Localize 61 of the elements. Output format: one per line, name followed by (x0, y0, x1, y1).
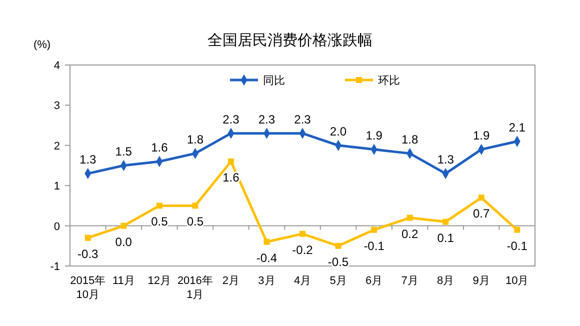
data-label: 0.1 (437, 230, 454, 245)
point (335, 242, 342, 249)
chart-title: 全国居民消费价格涨跌幅 (208, 32, 372, 49)
data-label: 0.2 (401, 226, 418, 241)
point (192, 202, 198, 209)
data-label: 1.6 (151, 140, 168, 154)
point (264, 238, 270, 245)
point (478, 194, 484, 201)
y-tick-label: 4 (54, 60, 60, 72)
x-tick-label: 4月 (294, 275, 312, 287)
data-label: 0.0 (115, 234, 132, 249)
x-tick-label: 2016年 1月 (177, 275, 213, 301)
data-label: 1.5 (115, 144, 132, 158)
data-label: 0.5 (151, 214, 168, 229)
data-label: 2.3 (222, 112, 240, 126)
point (120, 222, 127, 229)
data-label: -0.1 (506, 238, 528, 253)
data-label: 1.3 (437, 152, 454, 167)
data-label: -0.2 (292, 242, 314, 257)
point (406, 214, 413, 221)
data-label: 2.3 (258, 112, 276, 126)
data-label: 0.7 (473, 206, 490, 221)
x-tick-label: 5月 (330, 275, 347, 287)
data-label: 2.3 (294, 112, 312, 126)
data-label: 1.8 (401, 132, 418, 146)
y-tick-label: -1 (50, 261, 60, 273)
point (156, 202, 162, 209)
point (371, 226, 378, 233)
y-tick-label: 2 (54, 140, 60, 152)
x-tick-label: 3月 (258, 275, 276, 287)
point (300, 230, 306, 237)
point (228, 158, 234, 164)
x-tick-label: 7月 (401, 275, 418, 287)
x-tick-label: 8月 (437, 275, 454, 287)
legend-label: 环比 (378, 74, 400, 87)
data-label: -0.5 (328, 254, 349, 269)
data-label: 1.8 (186, 132, 204, 146)
data-label: -0.4 (256, 250, 278, 265)
x-tick-label: 10月 (505, 275, 529, 287)
x-tick-label: 12月 (148, 275, 172, 287)
x-tick-label: 2月 (222, 275, 240, 287)
x-tick-label: 11月 (112, 275, 135, 287)
y-tick-label: 3 (54, 100, 60, 112)
data-label: 2.1 (508, 120, 526, 134)
y-axis-title: (%) (33, 39, 51, 51)
x-tick-label: 6月 (365, 275, 383, 287)
x-tick-label: 9月 (472, 275, 490, 287)
y-tick-label: 0 (54, 220, 60, 233)
y-tick-label: 1 (54, 180, 60, 193)
x-tick-label: 2015年 10月 (70, 275, 106, 301)
data-label: -0.3 (78, 246, 99, 261)
legend-label: 同比 (263, 74, 285, 87)
point (514, 226, 520, 233)
data-label: 1.9 (366, 128, 383, 142)
data-label: -0.1 (364, 238, 385, 253)
data-label: 2.0 (330, 124, 347, 138)
point (84, 234, 91, 241)
point (442, 218, 449, 225)
data-label: 0.5 (186, 214, 204, 229)
data-label: 1.3 (80, 152, 97, 167)
data-label: 1.9 (473, 128, 490, 142)
